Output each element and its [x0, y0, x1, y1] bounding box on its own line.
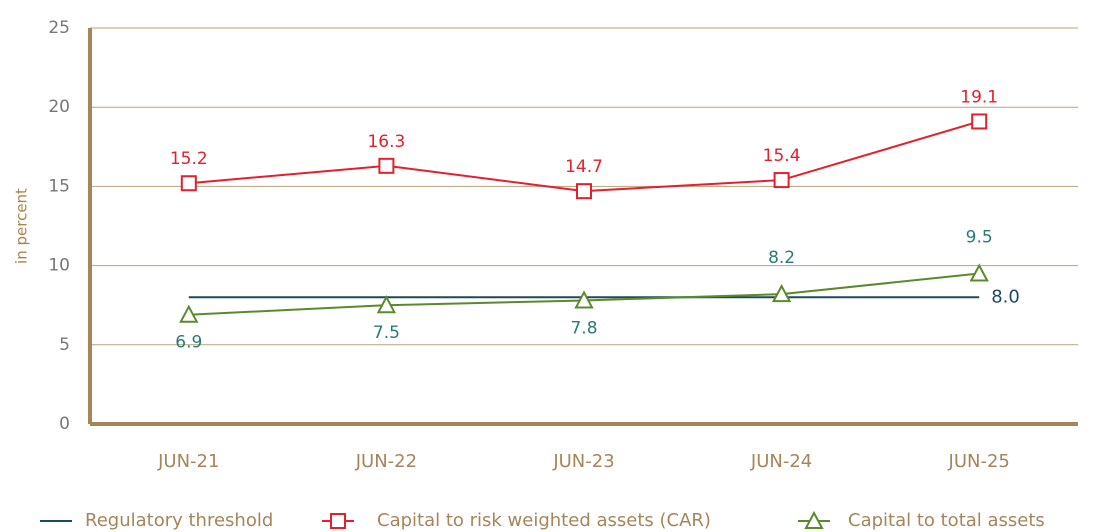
data-label: 6.9	[175, 333, 202, 353]
data-label: 16.3	[367, 132, 405, 152]
data-label: 8.0	[991, 286, 1020, 307]
x-tick-label: JUN-25	[948, 451, 1010, 472]
y-tick-label: 5	[59, 335, 70, 355]
marker	[574, 290, 594, 309]
y-tick-label: 15	[48, 176, 70, 196]
data-label: 7.8	[570, 318, 597, 338]
marker	[971, 113, 988, 130]
marker	[378, 157, 395, 174]
x-tick-label: JUN-23	[552, 451, 614, 472]
x-tick-label: JUN-24	[750, 451, 812, 472]
marker	[179, 304, 199, 323]
data-label: 14.7	[565, 157, 603, 177]
legend-label: Capital to risk weighted assets (CAR)	[377, 510, 711, 531]
data-label: 7.5	[373, 323, 400, 343]
y-tick-label: 10	[48, 256, 70, 276]
legend-marker	[804, 510, 824, 529]
legend-marker	[330, 513, 346, 529]
data-label: 15.4	[763, 146, 801, 166]
y-axis-label: in percent	[13, 188, 31, 264]
y-tick-label: 25	[48, 18, 70, 38]
marker	[376, 295, 397, 314]
marker	[969, 263, 989, 282]
x-tick-label: JUN-22	[355, 451, 417, 472]
legend-label: Capital to total assets	[848, 510, 1045, 531]
marker	[180, 175, 197, 192]
x-tick-label: JUN-21	[157, 451, 219, 472]
y-tick-label: 0	[59, 414, 70, 434]
y-tick-label: 20	[48, 97, 70, 117]
marker	[771, 283, 792, 303]
legend-label: Regulatory threshold	[85, 510, 273, 531]
data-label: 9.5	[966, 228, 993, 248]
marker	[576, 183, 592, 200]
data-label: 8.2	[768, 248, 795, 268]
data-label: 15.2	[170, 149, 208, 169]
data-label: 19.1	[960, 87, 998, 107]
marker	[773, 172, 790, 189]
